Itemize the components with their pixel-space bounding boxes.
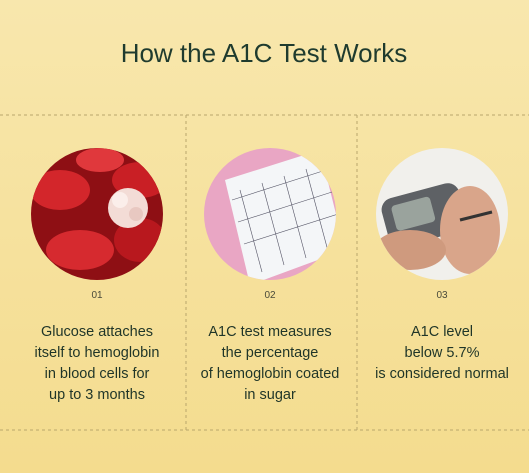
- step-number: 01: [91, 290, 103, 301]
- step-number: 02: [264, 290, 276, 301]
- step-text: up to 3 months: [49, 387, 145, 403]
- step-text: in blood cells for: [45, 366, 150, 382]
- step-text: is considered normal: [375, 366, 509, 382]
- infographic: How the A1C Test Works: [0, 0, 529, 473]
- step-number: 03: [436, 290, 448, 301]
- step-text: the percentage: [222, 345, 319, 361]
- title: How the A1C Test Works: [121, 38, 408, 68]
- step-text: itself to hemoglobin: [35, 345, 160, 361]
- step-text: below 5.7%: [405, 345, 480, 361]
- step-text: A1C test measures: [208, 324, 331, 340]
- step-text: A1C level: [411, 324, 473, 340]
- step-text: Glucose attaches: [41, 324, 153, 340]
- step-text: of hemoglobin coated: [201, 366, 340, 382]
- step-text: in sugar: [244, 387, 296, 403]
